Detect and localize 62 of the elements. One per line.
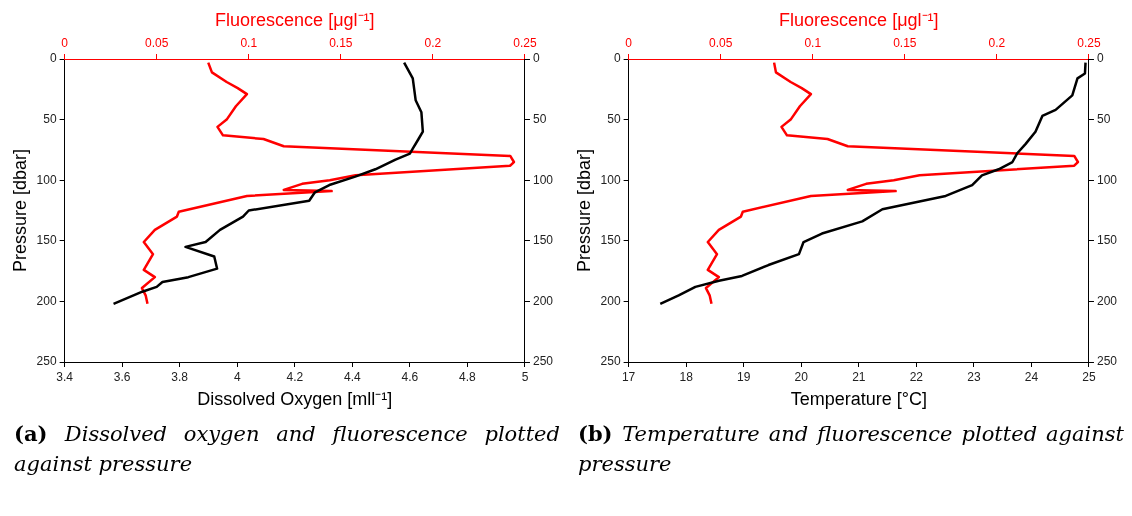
y-tick-label: 0 xyxy=(613,51,621,66)
x2-tick-label: 0 xyxy=(625,36,633,51)
x2-axis-title: Fluorescence [μgl⁻¹] xyxy=(779,9,939,30)
x-axis-title: Dissolved Oxygen [mll⁻¹] xyxy=(197,389,393,410)
x-tick-label: 21 xyxy=(852,369,866,384)
x-tick-label: 3.4 xyxy=(56,369,74,384)
y-tick-label: 250 xyxy=(600,354,621,369)
y-tick-label: 250 xyxy=(36,354,57,369)
x2-tick-label: 0 xyxy=(61,36,69,51)
x2-tick-label: 0.15 xyxy=(329,36,353,51)
x2-tick-label: 0.1 xyxy=(804,36,822,51)
x-tick-label: 18 xyxy=(679,369,694,384)
x-tick-label: 4.6 xyxy=(401,369,419,384)
y-axis-title: Pressure [dbar] xyxy=(573,148,594,273)
x2-tick-label: 0.05 xyxy=(709,36,733,51)
x2-axis-title: Fluorescence [μgl⁻¹] xyxy=(215,9,375,30)
x2-tick-label: 0.05 xyxy=(145,36,169,51)
y-tick-label: 150 xyxy=(36,233,57,248)
x2-tick-label: 0.25 xyxy=(1077,36,1101,51)
x-tick-label: 25 xyxy=(1082,369,1096,384)
y-tick-label: 200 xyxy=(36,293,57,308)
x-tick-label: 5 xyxy=(521,369,529,384)
x2-tick-label: 0.15 xyxy=(893,36,917,51)
y2-tick-label: 50 xyxy=(532,111,547,126)
y-tick-label: 100 xyxy=(36,172,57,187)
text: (b) Temperature and fluorescence plotted against pressure xyxy=(578,421,1125,476)
y-tick-label: 200 xyxy=(600,293,621,308)
x-tick-label: 4.4 xyxy=(344,369,362,384)
y2-tick-label: 200 xyxy=(1096,293,1118,308)
x-tick-label: 23 xyxy=(967,369,981,384)
y2-tick-label: 100 xyxy=(532,172,554,187)
y-tick-label: 100 xyxy=(600,172,621,187)
x-tick-label: 24 xyxy=(1024,369,1039,384)
y-tick-label: 50 xyxy=(43,111,57,126)
x2-tick-label: 0.2 xyxy=(424,36,442,51)
x2-tick-label: 0.2 xyxy=(988,36,1006,51)
x-tick-label: 4.8 xyxy=(459,369,477,384)
text: (a) Dissolved oxygen and fluorescence plotted against pressure xyxy=(14,421,560,476)
y2-tick-label: 150 xyxy=(1096,233,1118,248)
x-axis-title: Temperature [°C] xyxy=(790,389,927,410)
y2-tick-label: 250 xyxy=(1096,354,1118,369)
x-tick-label: 4.2 xyxy=(286,369,304,384)
y2-tick-label: 0 xyxy=(1096,51,1104,66)
y2-tick-label: 200 xyxy=(532,293,554,308)
x-tick-label: 17 xyxy=(621,369,636,384)
y-tick-label: 50 xyxy=(607,111,621,126)
x-tick-label: 19 xyxy=(737,369,751,384)
y2-tick-label: 100 xyxy=(1096,172,1118,187)
y2-tick-label: 0 xyxy=(532,51,540,66)
x-tick-label: 3.8 xyxy=(171,369,189,384)
x2-tick-label: 0.25 xyxy=(513,36,537,51)
x-tick-label: 4 xyxy=(233,369,241,384)
y2-tick-label: 250 xyxy=(532,354,554,369)
x-tick-label: 22 xyxy=(909,369,924,384)
y2-tick-label: 150 xyxy=(532,233,554,248)
y-axis-title: Pressure [dbar] xyxy=(9,148,30,273)
y2-tick-label: 50 xyxy=(1096,111,1111,126)
x-tick-label: 3.6 xyxy=(113,369,131,384)
y-tick-label: 150 xyxy=(600,233,621,248)
y-tick-label: 0 xyxy=(49,51,57,66)
x2-tick-label: 0.1 xyxy=(240,36,258,51)
x-tick-label: 20 xyxy=(794,369,809,384)
